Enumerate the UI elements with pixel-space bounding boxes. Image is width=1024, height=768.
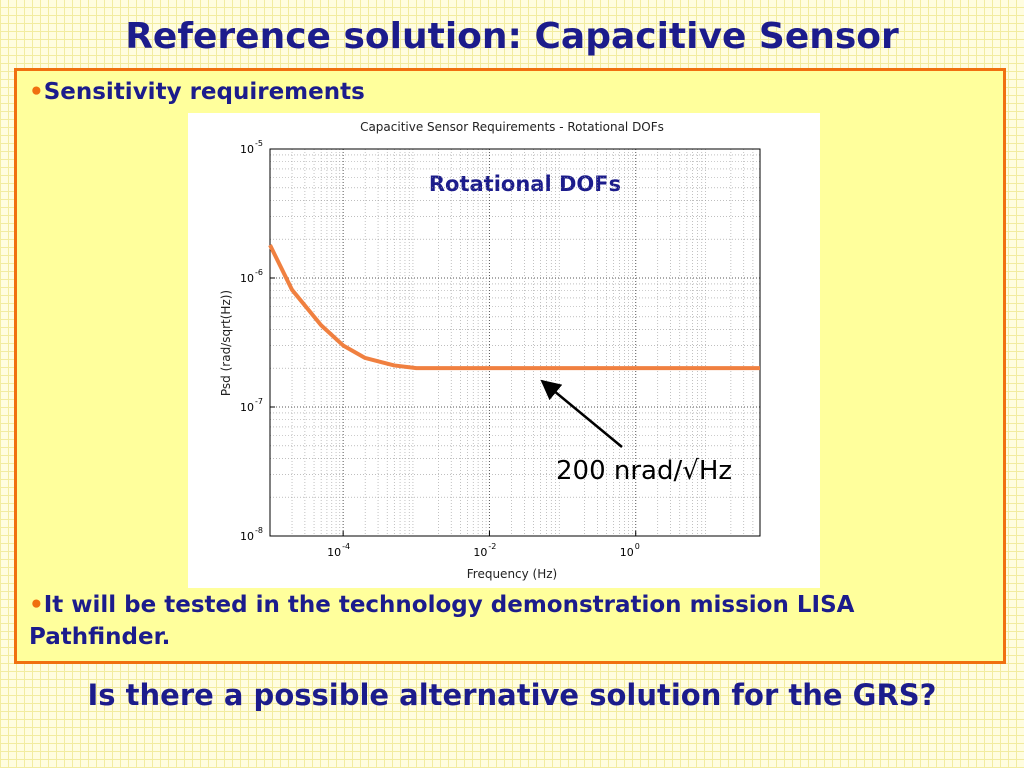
y-tick-label: 10: [240, 272, 254, 285]
y-tick-exponent: -7: [255, 397, 263, 406]
x-axis-label: Frequency (Hz): [467, 567, 558, 581]
plot-frame: [269, 148, 761, 537]
x-tick-label: 10: [327, 546, 341, 559]
annotation: 200 nrad/√Hz: [556, 456, 732, 486]
y-tick-exponent: -6: [255, 268, 263, 277]
y-tick-label: 10: [240, 401, 254, 414]
x-tick-exponent: -2: [488, 542, 496, 551]
chart: Capacitive Sensor Requirements - Rotatio…: [188, 113, 820, 588]
legend-label: Rotational DOFs: [429, 172, 621, 196]
y-tick-label: 10: [240, 530, 254, 543]
bullet-text: It will be tested in the technology demo…: [29, 592, 855, 650]
x-tick-exponent: -4: [342, 542, 350, 551]
bullet-text: Sensitivity requirements: [43, 79, 365, 105]
question: Is there a possible alternative solution…: [87, 678, 937, 712]
x-tick-label: 10: [620, 546, 634, 559]
slide-title: Reference solution: Capacitive Sensor: [125, 16, 899, 57]
y-tick-exponent: -5: [255, 139, 263, 148]
y-tick-exponent: -8: [255, 526, 263, 535]
bullet: •Sensitivity requirements: [29, 79, 365, 105]
line-series: [268, 244, 760, 371]
chart-title: Capacitive Sensor Requirements - Rotatio…: [360, 120, 664, 134]
x-tick-exponent: 0: [635, 542, 640, 551]
bullet: •It will be tested in the technology dem…: [29, 592, 855, 650]
y-tick-label: 10: [240, 143, 254, 156]
arrow: [540, 379, 623, 448]
y-axis-label: Psd (rad/sqrt(Hz)): [219, 290, 233, 396]
x-tick-label: 10: [473, 546, 487, 559]
